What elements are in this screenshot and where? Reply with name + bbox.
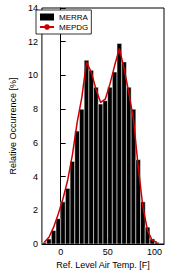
svg-text:6: 6 xyxy=(33,138,38,148)
svg-text:0: 0 xyxy=(58,247,63,257)
svg-text:50: 50 xyxy=(103,247,113,257)
svg-text:MERRA: MERRA xyxy=(59,13,89,22)
svg-text:100: 100 xyxy=(147,247,162,257)
svg-text:2: 2 xyxy=(33,205,38,215)
svg-text:12: 12 xyxy=(28,37,38,47)
svg-text:4: 4 xyxy=(33,172,38,182)
svg-text:8: 8 xyxy=(33,104,38,114)
svg-text:MEPDG: MEPDG xyxy=(59,23,88,32)
svg-text:Relative Occurrence [%]: Relative Occurrence [%] xyxy=(8,77,18,174)
svg-text:Ref. Level Air Temp. [F]: Ref. Level Air Temp. [F] xyxy=(56,260,149,270)
svg-text:14: 14 xyxy=(27,3,38,13)
svg-text:10: 10 xyxy=(28,70,38,80)
svg-text:0: 0 xyxy=(33,239,38,249)
